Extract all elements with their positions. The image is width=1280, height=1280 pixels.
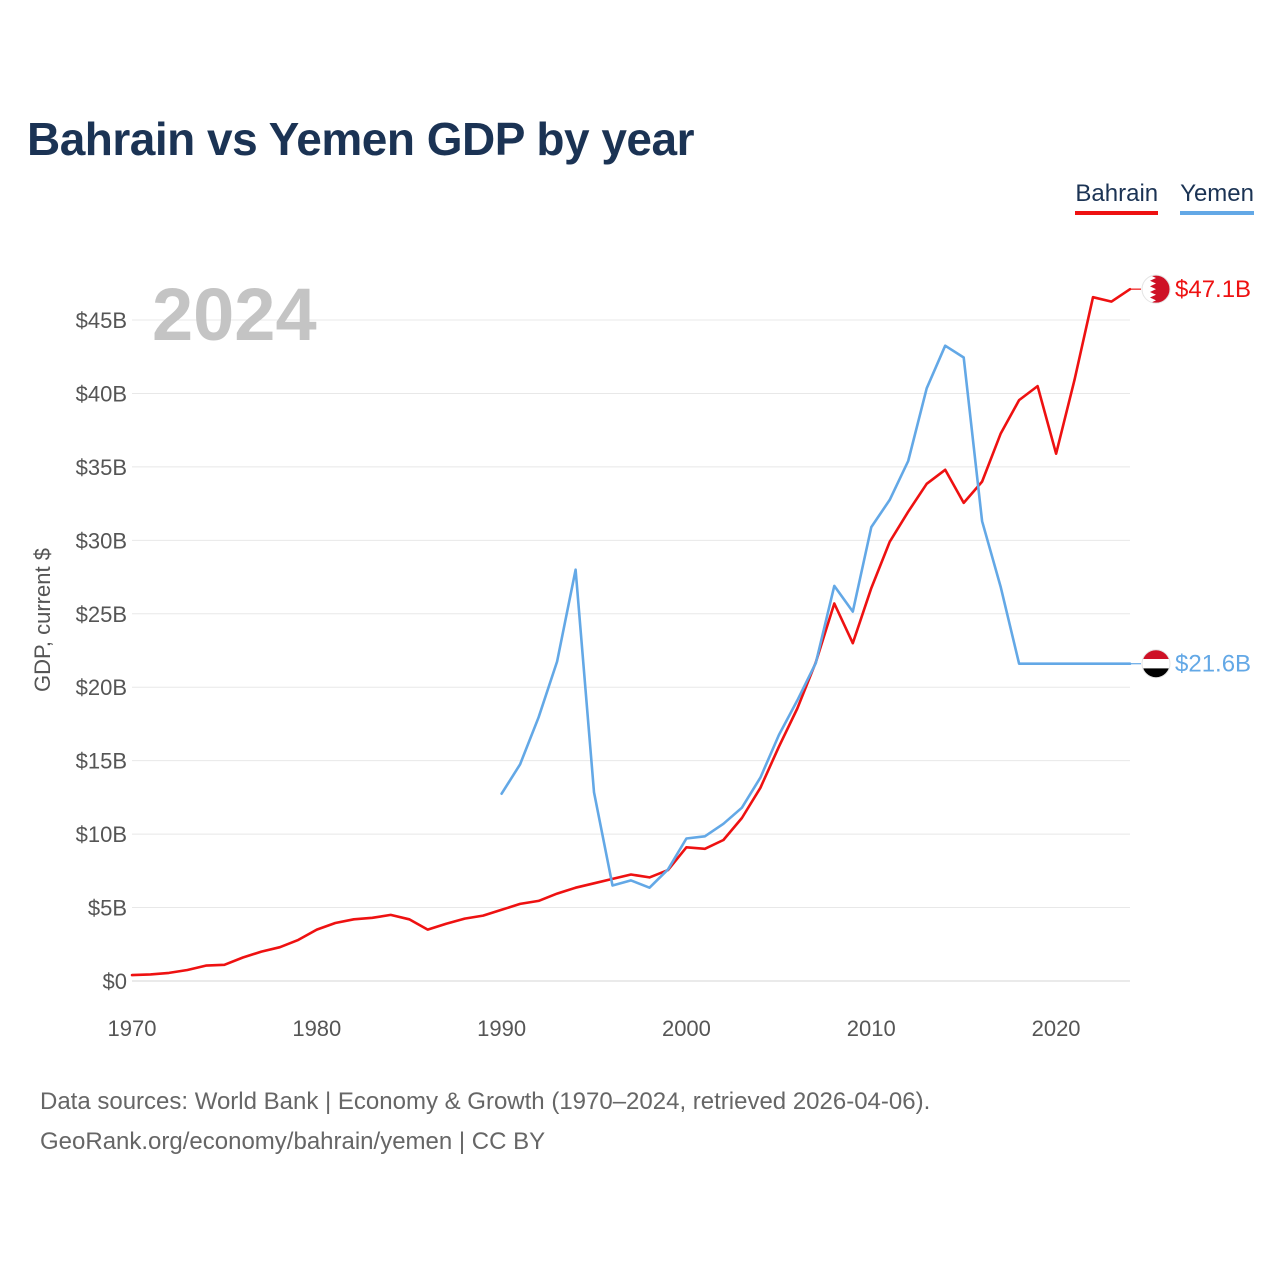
series-line-yemen (500, 344, 1132, 890)
x-tick-label: 1980 (292, 1016, 341, 1041)
y-tick-label: $45B (76, 308, 127, 333)
legend-item-bahrain[interactable]: Bahrain (1075, 180, 1159, 215)
y-tick-label: $20B (76, 675, 127, 700)
y-tick-label: $10B (76, 822, 127, 847)
footer: Data sources: World Bank | Economy & Gro… (40, 1082, 930, 1162)
chart-area: $0 $5B $10B $15B $20B $25B $30B $35B $40B $45B 197… (30, 273, 1251, 1041)
y-tick-label: $15B (76, 749, 127, 774)
end-label-yemen: $21.6B (1175, 651, 1251, 678)
y-tick-label: $5B (88, 896, 127, 921)
chart-title: Bahrain vs Yemen GDP by year (27, 113, 695, 165)
y-axis-title: GDP, current $ (30, 548, 55, 692)
legend-item-yemen[interactable]: Yemen (1180, 180, 1254, 215)
y-tick-label: $40B (76, 381, 127, 406)
y-tick-label: $30B (76, 528, 127, 553)
y-tick-label: $35B (76, 455, 127, 480)
yemen-flag (1141, 649, 1171, 679)
x-tick-label: 2010 (847, 1016, 896, 1041)
legend: Bahrain Yemen (1075, 180, 1254, 215)
series-line-bahrain (130, 287, 1132, 977)
y-tick-label: $0 (103, 969, 127, 994)
x-tick-label: 2000 (662, 1016, 711, 1041)
year-label: 2024 (152, 273, 317, 356)
footer-sources: Data sources: World Bank | Economy & Gro… (40, 1088, 931, 1115)
x-tick-label: 2020 (1032, 1016, 1081, 1041)
x-tick-label: 1970 (108, 1016, 157, 1041)
end-label-bahrain: $47.1B (1175, 276, 1251, 303)
bahrain-flag (1141, 274, 1171, 304)
footer-credit: GeoRank.org/economy/bahrain/yemen | CC B… (40, 1128, 546, 1155)
y-tick-label: $25B (76, 602, 127, 627)
x-tick-label: 1990 (477, 1016, 526, 1041)
